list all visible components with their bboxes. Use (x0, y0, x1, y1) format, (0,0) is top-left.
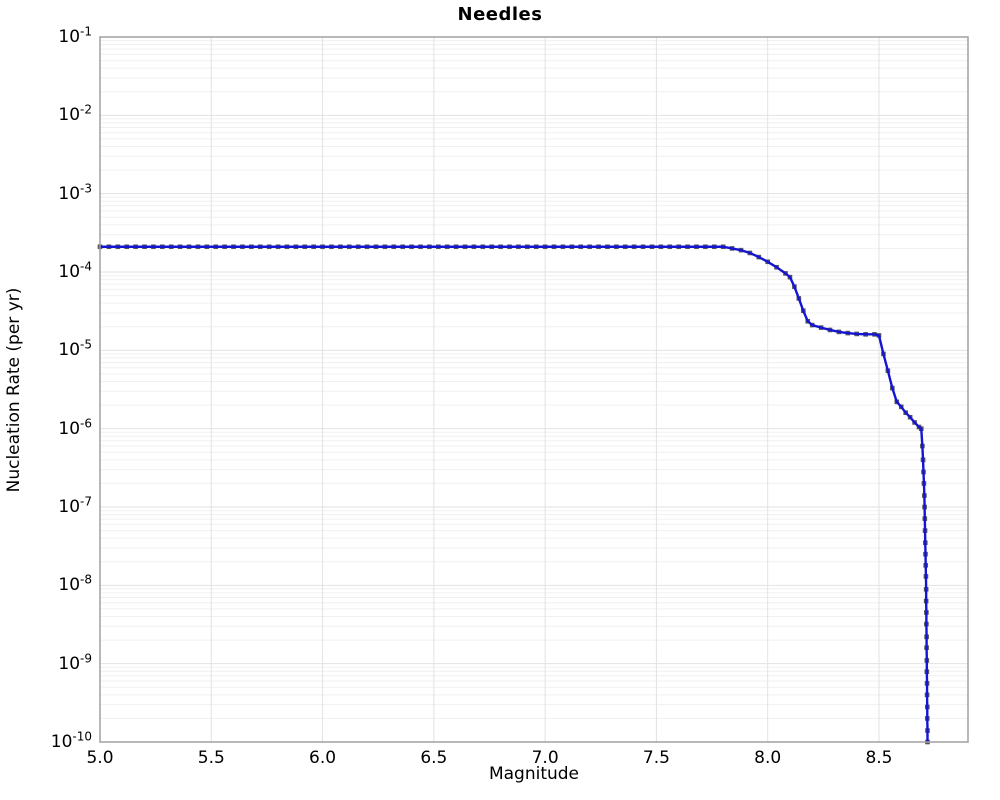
x-tick-label: 6.0 (309, 748, 337, 768)
y-tick-label: 10-10 (50, 729, 92, 752)
chart-title: Needles (457, 4, 543, 25)
y-tick-label: 10-7 (58, 494, 92, 517)
x-tick-label: 5.0 (86, 748, 114, 768)
axes-border (99, 36, 969, 743)
data-series (97, 244, 930, 745)
x-axis-label: Magnitude (488, 764, 580, 784)
y-axis-label: Nucleation Rate (per yr) (4, 287, 24, 493)
y-tick-label: 10-3 (58, 181, 92, 204)
y-tick-label: 10-2 (58, 102, 92, 126)
y-tick-label: 10-1 (58, 24, 92, 47)
y-tick-label: 10-8 (58, 572, 92, 596)
y-tick-label: 10-9 (58, 651, 92, 674)
x-tick-label: 8.0 (754, 748, 782, 768)
y-tick-label: 10-4 (58, 259, 92, 282)
x-tick-label: 7.5 (642, 748, 670, 768)
x-tick-label: 6.5 (420, 748, 448, 768)
plot-area (100, 37, 968, 742)
y-tick-label: 10-6 (58, 416, 92, 439)
y-tick-label: 10-5 (58, 337, 92, 361)
x-tick-label: 8.5 (865, 748, 893, 768)
data-series-line (100, 245, 929, 742)
x-tick-label: 7.0 (531, 748, 559, 768)
x-tick-label: 5.5 (197, 748, 225, 768)
